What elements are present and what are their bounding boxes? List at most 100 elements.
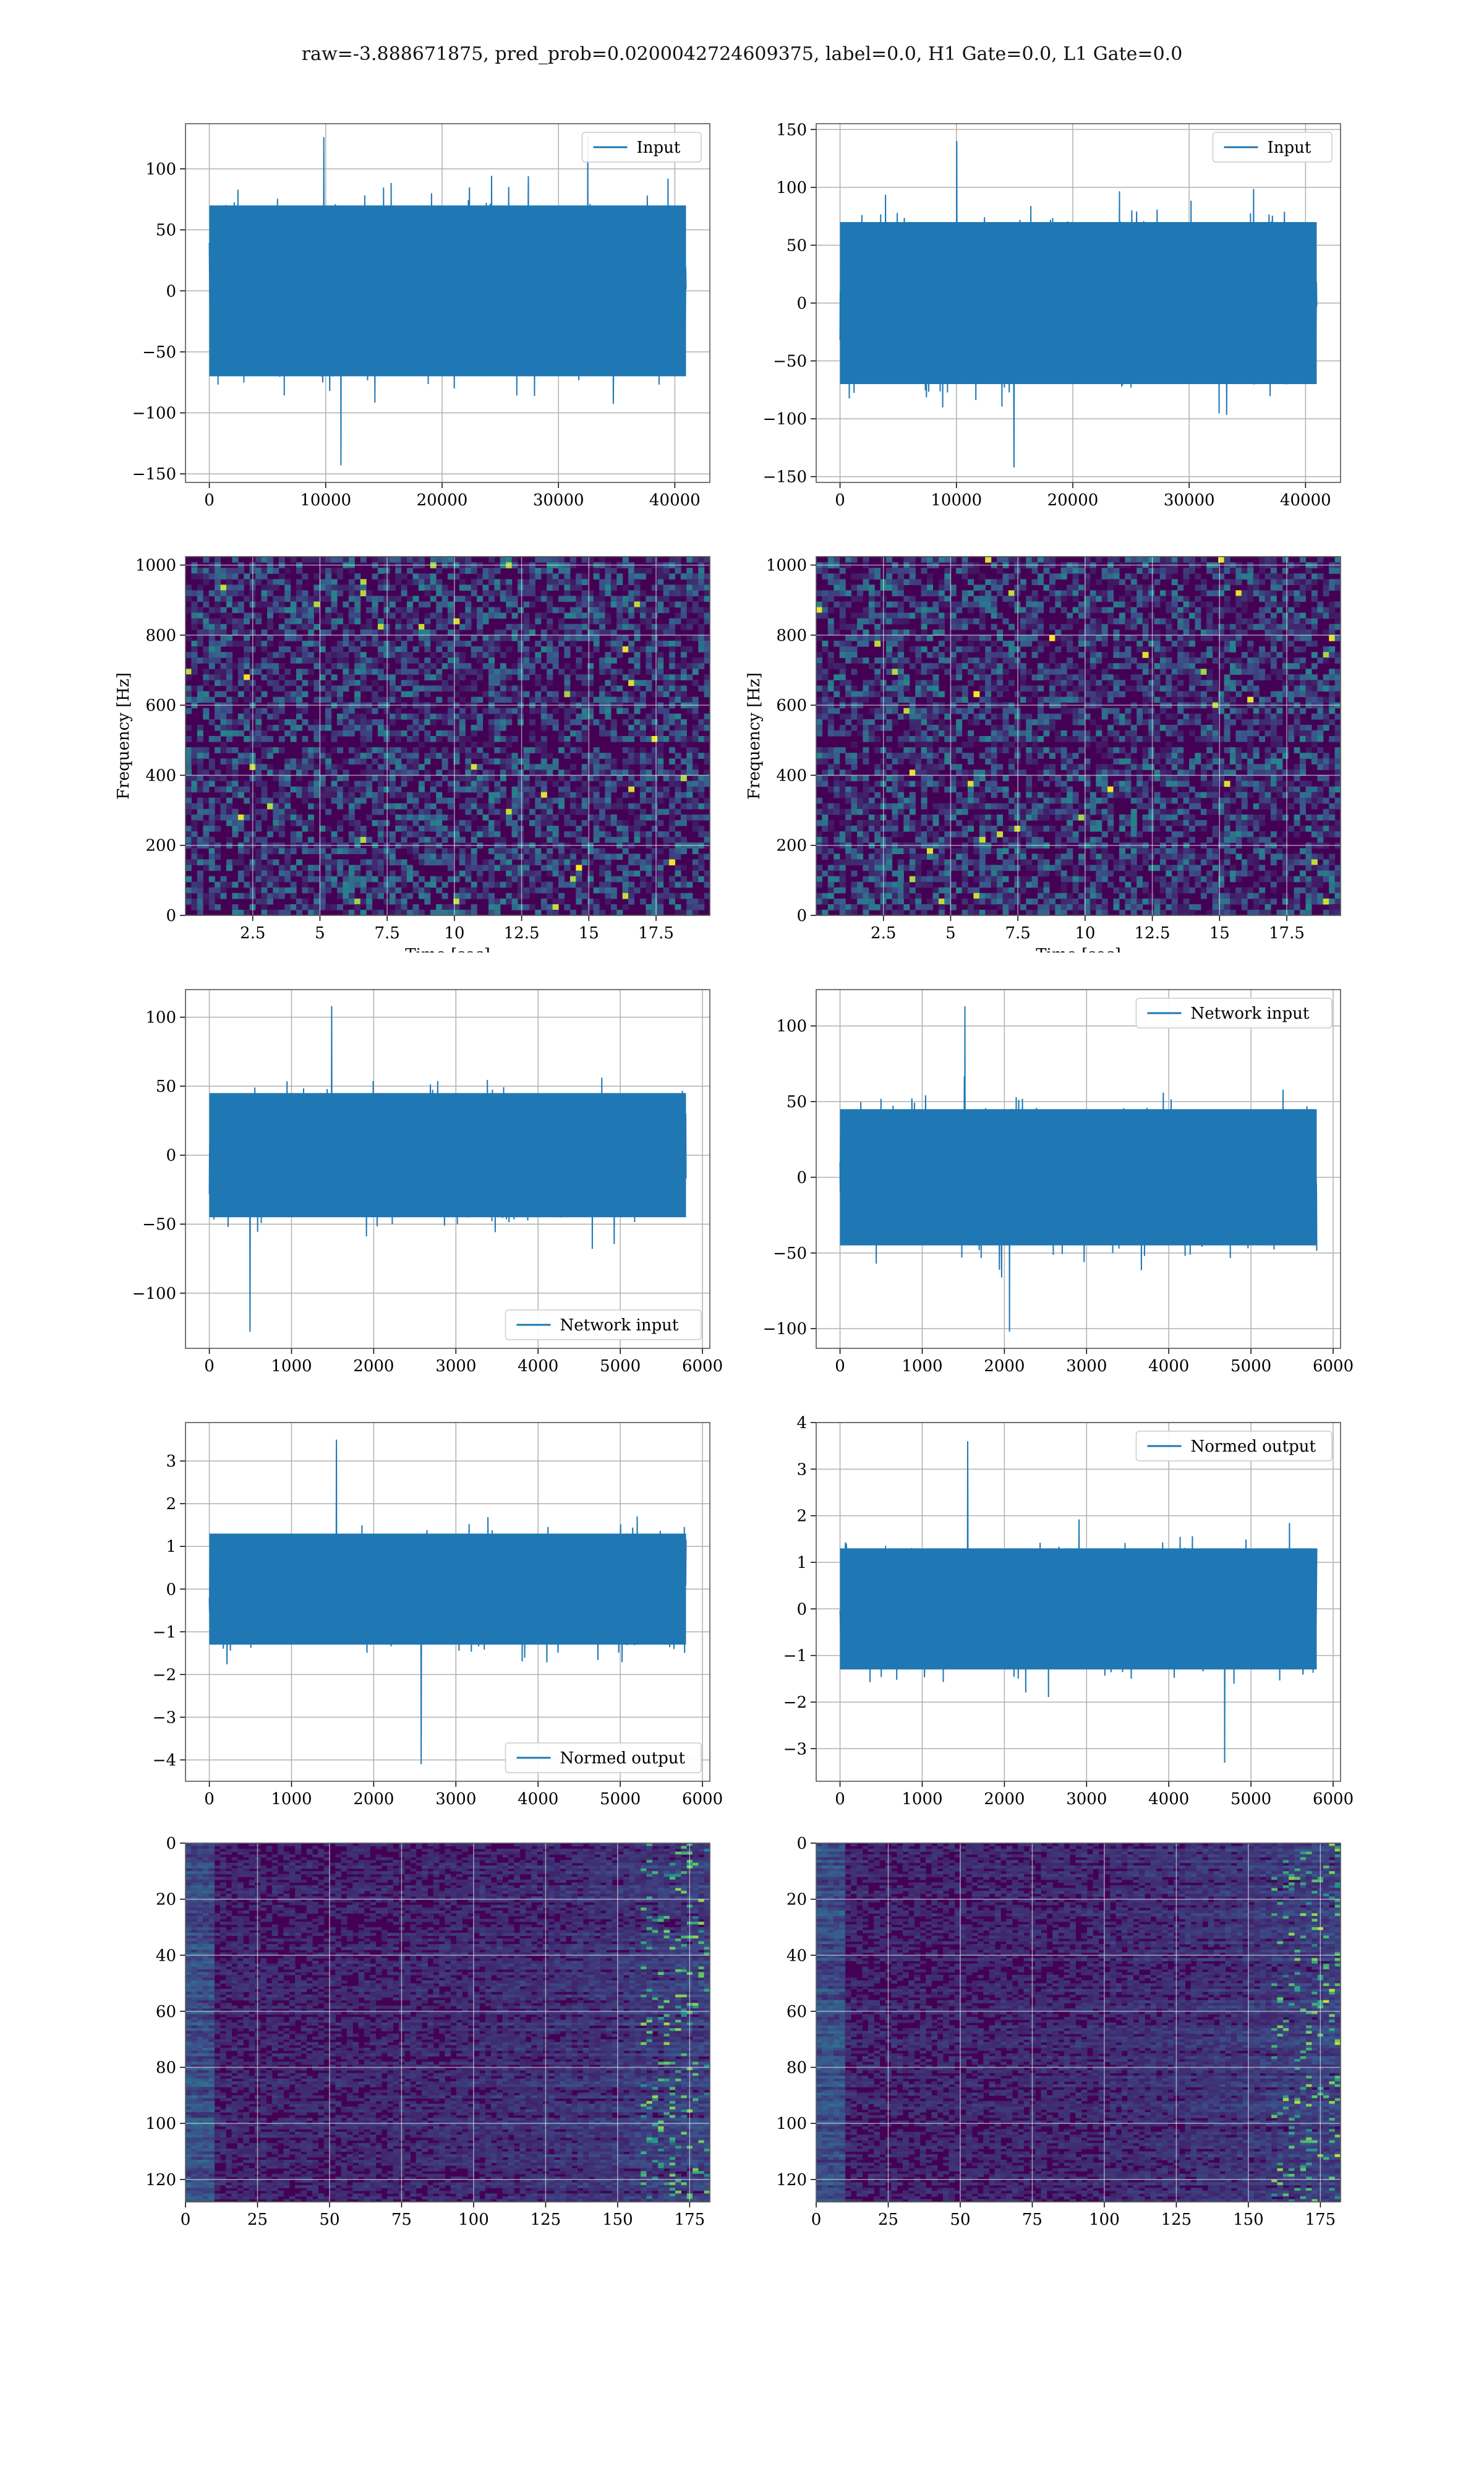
x-tick-label: 100 xyxy=(1089,2211,1120,2229)
plot-frame xyxy=(185,1422,710,1782)
y-tick-label: 2 xyxy=(166,1495,176,1513)
y-tick-label: 800 xyxy=(776,627,807,645)
y-tick-label: −150 xyxy=(763,468,807,487)
y-tick-label: 3 xyxy=(796,1460,807,1479)
legend-box xyxy=(581,132,702,163)
chart-spectrogram-left: 2.5 5 7.5 10 12.5 15 17.5 0 200 400 600 800 1000 Time… xyxy=(114,556,710,952)
y-axis-label: Frequency [Hz] xyxy=(745,672,764,800)
y-tick-label: 100 xyxy=(145,1009,176,1027)
plot-frame xyxy=(816,1422,1341,1782)
legend: Input xyxy=(1212,132,1333,163)
x-tick-label: 17.5 xyxy=(1269,924,1305,943)
x-tick-label: 2000 xyxy=(984,1790,1025,1808)
y-tick-label: 3 xyxy=(166,1452,176,1471)
heatmap-cells xyxy=(186,557,710,916)
x-tick-label: 0 xyxy=(835,1790,845,1808)
heatmap-cells xyxy=(816,557,1341,916)
legend: Input xyxy=(581,132,702,163)
legend-box xyxy=(1212,132,1333,163)
y-tick-label: −1 xyxy=(783,1647,807,1666)
y-tick-label: 1000 xyxy=(135,557,176,575)
y-tick-label: −3 xyxy=(153,1708,176,1727)
x-tick-label: 12.5 xyxy=(504,924,540,943)
figure-title: raw=-3.888671875, pred_prob=0.0200042724… xyxy=(0,43,1484,65)
plot-frame xyxy=(816,123,1341,483)
series-band xyxy=(840,1109,1317,1246)
x-tick-label: 10 xyxy=(1075,924,1095,943)
y-tick-label: 60 xyxy=(787,2003,807,2021)
y-tick-label: 0 xyxy=(796,1834,807,1853)
series-band xyxy=(840,1548,1317,1670)
x-tick-label: 0 xyxy=(835,1357,845,1376)
x-tick-label: 75 xyxy=(1022,2211,1043,2229)
x-tick-label: 2000 xyxy=(353,1357,394,1376)
x-tick-label: 4000 xyxy=(518,1790,558,1808)
x-tick-label: 17.5 xyxy=(638,924,674,943)
legend-label: Input xyxy=(1268,139,1311,157)
series-band xyxy=(209,205,686,377)
y-tick-label: −100 xyxy=(132,404,176,423)
y-tick-label: 100 xyxy=(776,2115,807,2133)
y-axis-label: Frequency [Hz] xyxy=(114,672,133,800)
plot-frame xyxy=(816,556,1341,916)
x-tick-label: 4000 xyxy=(1148,1790,1189,1808)
heatmap-cells xyxy=(816,1843,1341,2202)
y-tick-label: 120 xyxy=(145,2171,176,2189)
y-tick-label: 4 xyxy=(796,1414,807,1432)
x-tick-label: 10000 xyxy=(931,491,982,510)
x-tick-label: 125 xyxy=(531,2211,561,2229)
x-tick-label: 1000 xyxy=(271,1790,312,1808)
y-tick-label: 20 xyxy=(156,1891,176,1909)
legend-box xyxy=(505,1742,702,1773)
y-tick-label: 50 xyxy=(156,1077,176,1096)
y-tick-label: 600 xyxy=(145,696,176,715)
y-tick-label: 100 xyxy=(145,2115,176,2133)
plot-frame xyxy=(816,1843,1341,2202)
axis-ticks: 0 25 50 75 100 125 150 175 0 20 40 60 80 100 120 xyxy=(145,1834,710,2229)
x-tick-label: 150 xyxy=(1233,2211,1264,2229)
y-tick-label: 0 xyxy=(796,907,807,925)
legend: Normed output xyxy=(505,1742,702,1773)
plot-frame xyxy=(185,989,710,1349)
y-tick-label: 50 xyxy=(787,236,807,255)
y-tick-label: 20 xyxy=(787,1891,807,1909)
legend-label: Normed output xyxy=(1191,1437,1316,1456)
x-tick-label: 40000 xyxy=(1280,491,1331,510)
y-tick-label: 2 xyxy=(796,1507,807,1526)
y-tick-label: 50 xyxy=(787,1093,807,1111)
axis-ticks: 2.5 5 7.5 10 12.5 15 17.5 0 200 400 600 800 1000 xyxy=(766,557,1341,943)
x-tick-label: 4000 xyxy=(1148,1357,1189,1376)
y-tick-label: −50 xyxy=(773,1244,807,1263)
x-axis-label: Time [sec] xyxy=(405,946,490,952)
y-tick-label: 50 xyxy=(156,221,176,240)
y-tick-label: 800 xyxy=(145,627,176,645)
x-tick-label: 10 xyxy=(444,924,464,943)
x-tick-label: 7.5 xyxy=(374,924,399,943)
x-tick-label: 5000 xyxy=(600,1790,641,1808)
x-tick-label: 3000 xyxy=(435,1790,476,1808)
chart-network-input-right: 0 1000 2000 3000 4000 5000 6000 −100 −50 0 50 100 Ne… xyxy=(763,989,1354,1376)
plot-frame xyxy=(816,989,1341,1349)
chart-network-input-left: 0 1000 2000 3000 4000 5000 6000 −100 −50 0 50 100 Ne… xyxy=(132,989,723,1376)
x-tick-label: 15 xyxy=(579,924,599,943)
x-tick-label: 50 xyxy=(950,2211,970,2229)
y-tick-label: −150 xyxy=(132,465,176,484)
y-tick-label: −2 xyxy=(153,1666,176,1684)
x-tick-label: 6000 xyxy=(682,1357,723,1376)
y-tick-label: −50 xyxy=(142,343,176,362)
y-tick-label: 0 xyxy=(166,1580,176,1599)
y-tick-label: 80 xyxy=(156,2059,176,2078)
y-tick-label: 100 xyxy=(145,160,176,179)
x-tick-label: 25 xyxy=(878,2211,898,2229)
y-tick-label: −1 xyxy=(153,1623,176,1641)
x-tick-label: 150 xyxy=(602,2211,633,2229)
x-tick-label: 6000 xyxy=(1313,1357,1354,1376)
x-axis-label: Time [sec] xyxy=(1036,946,1121,952)
y-tick-label: 200 xyxy=(776,837,807,855)
x-tick-label: 25 xyxy=(247,2211,268,2229)
x-tick-label: 4000 xyxy=(518,1357,558,1376)
legend-label: Input xyxy=(637,139,681,157)
legend: Normed output xyxy=(1135,1431,1333,1462)
series-band xyxy=(209,1093,686,1218)
chart-normed-output-left: 0 1000 2000 3000 4000 5000 6000 −4 −3 −2 −1 0 1 2 3 Nor… xyxy=(153,1422,723,1808)
